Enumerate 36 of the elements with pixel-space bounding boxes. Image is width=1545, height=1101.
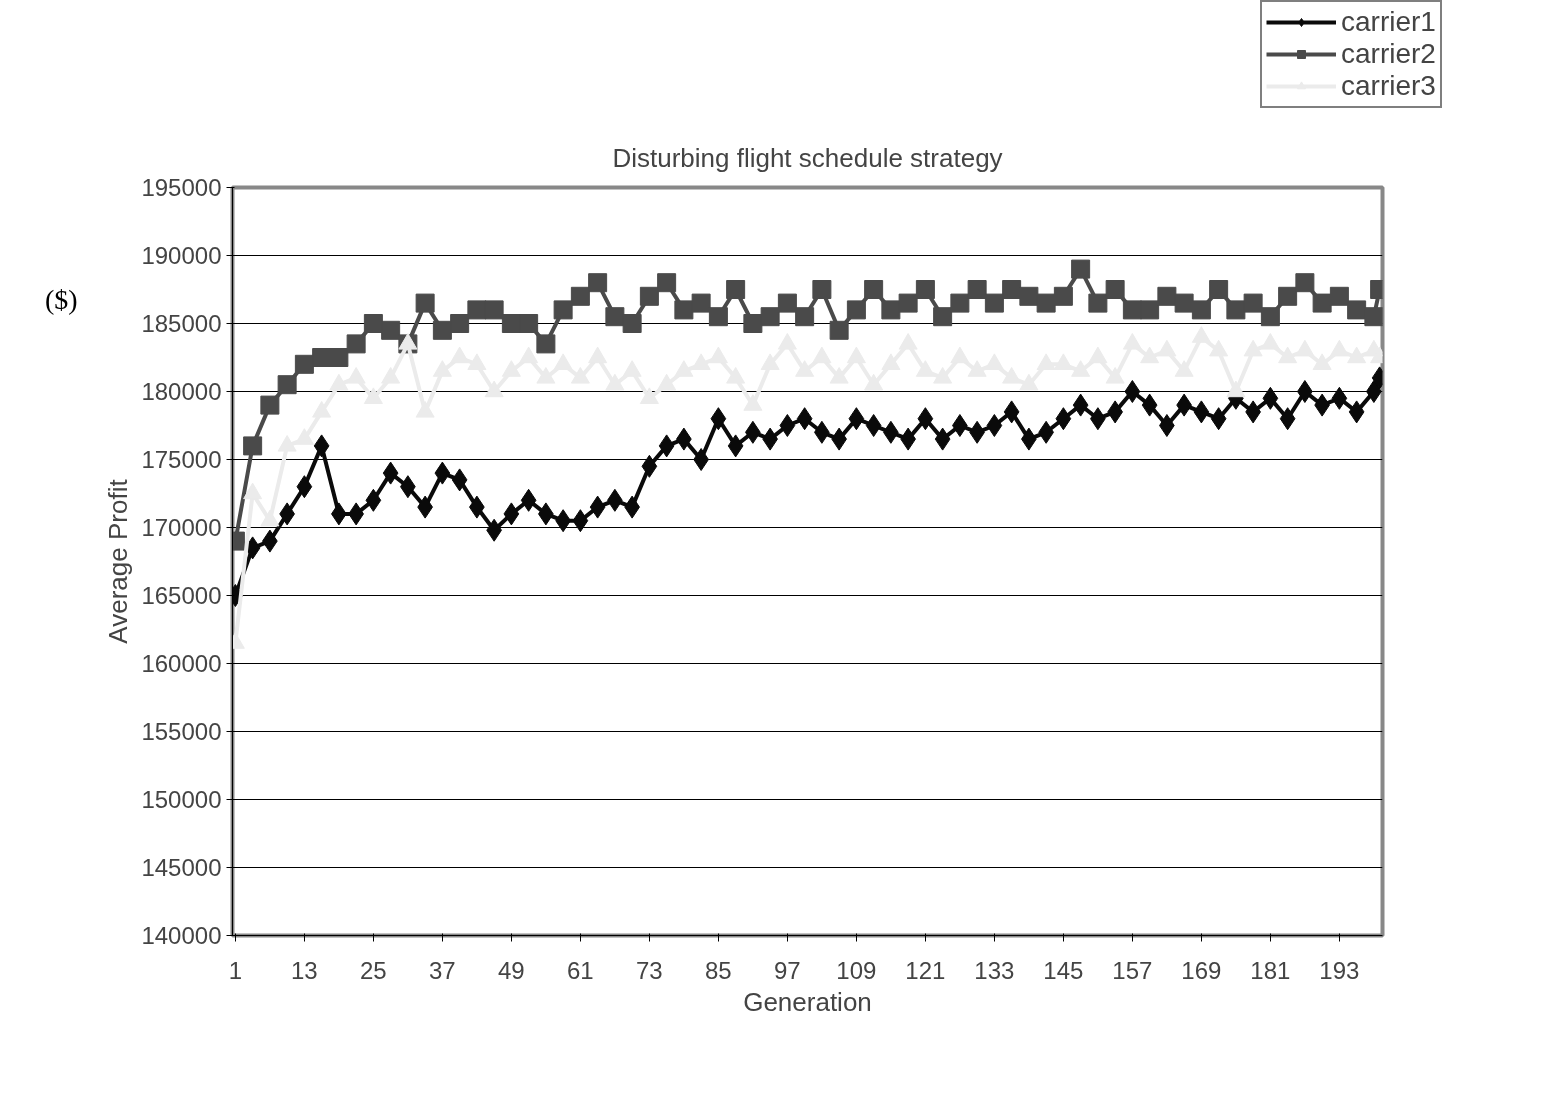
x-tick-label: 61 <box>567 956 594 984</box>
y-tick-label: 140000 <box>141 922 222 949</box>
x-axis-title: Generation <box>743 986 872 1017</box>
text: ($) <box>45 283 78 317</box>
x-tick-label: 13 <box>291 956 318 984</box>
y-tick-label: 155000 <box>141 718 222 745</box>
y-tick-label: 160000 <box>141 650 222 677</box>
y-axis-title: Average Profit <box>103 478 134 644</box>
x-tick-label: 97 <box>774 956 801 984</box>
x-tick-label: 133 <box>974 956 1015 984</box>
legend-label: carrier1 <box>1341 6 1436 38</box>
x-tick-label: 109 <box>836 956 877 984</box>
x-tick-label: 169 <box>1181 956 1222 984</box>
x-tick-label: 73 <box>636 956 663 984</box>
x-tick-label: 121 <box>905 956 946 984</box>
y-tick-label: 165000 <box>141 582 222 609</box>
x-tick-label: 193 <box>1319 956 1360 984</box>
y-tick-label: 195000 <box>141 174 222 201</box>
x-tick-label: 25 <box>360 956 387 984</box>
x-tick-label: 1 <box>228 956 243 984</box>
x-tick-label: 37 <box>429 956 456 984</box>
x-tick-label: 157 <box>1112 956 1153 984</box>
x-tick-label: 145 <box>1043 956 1084 984</box>
x-tick-label: 85 <box>705 956 732 984</box>
y-tick-label: 145000 <box>141 854 222 881</box>
x-tick-label: 181 <box>1250 956 1291 984</box>
y-tick-label: 180000 <box>141 378 222 405</box>
chart-title: Disturbing flight schedule strategy <box>612 142 1003 173</box>
y-tick-label: 175000 <box>141 446 222 473</box>
legend-label: carrier3 <box>1341 70 1436 102</box>
legend-label: carrier2 <box>1341 38 1436 70</box>
y-tick-label: 185000 <box>141 310 222 337</box>
y-tick-label: 150000 <box>141 786 222 813</box>
x-tick-label: 49 <box>498 956 525 984</box>
y-tick-label: 190000 <box>141 242 222 269</box>
y-tick-label: 170000 <box>141 514 222 541</box>
